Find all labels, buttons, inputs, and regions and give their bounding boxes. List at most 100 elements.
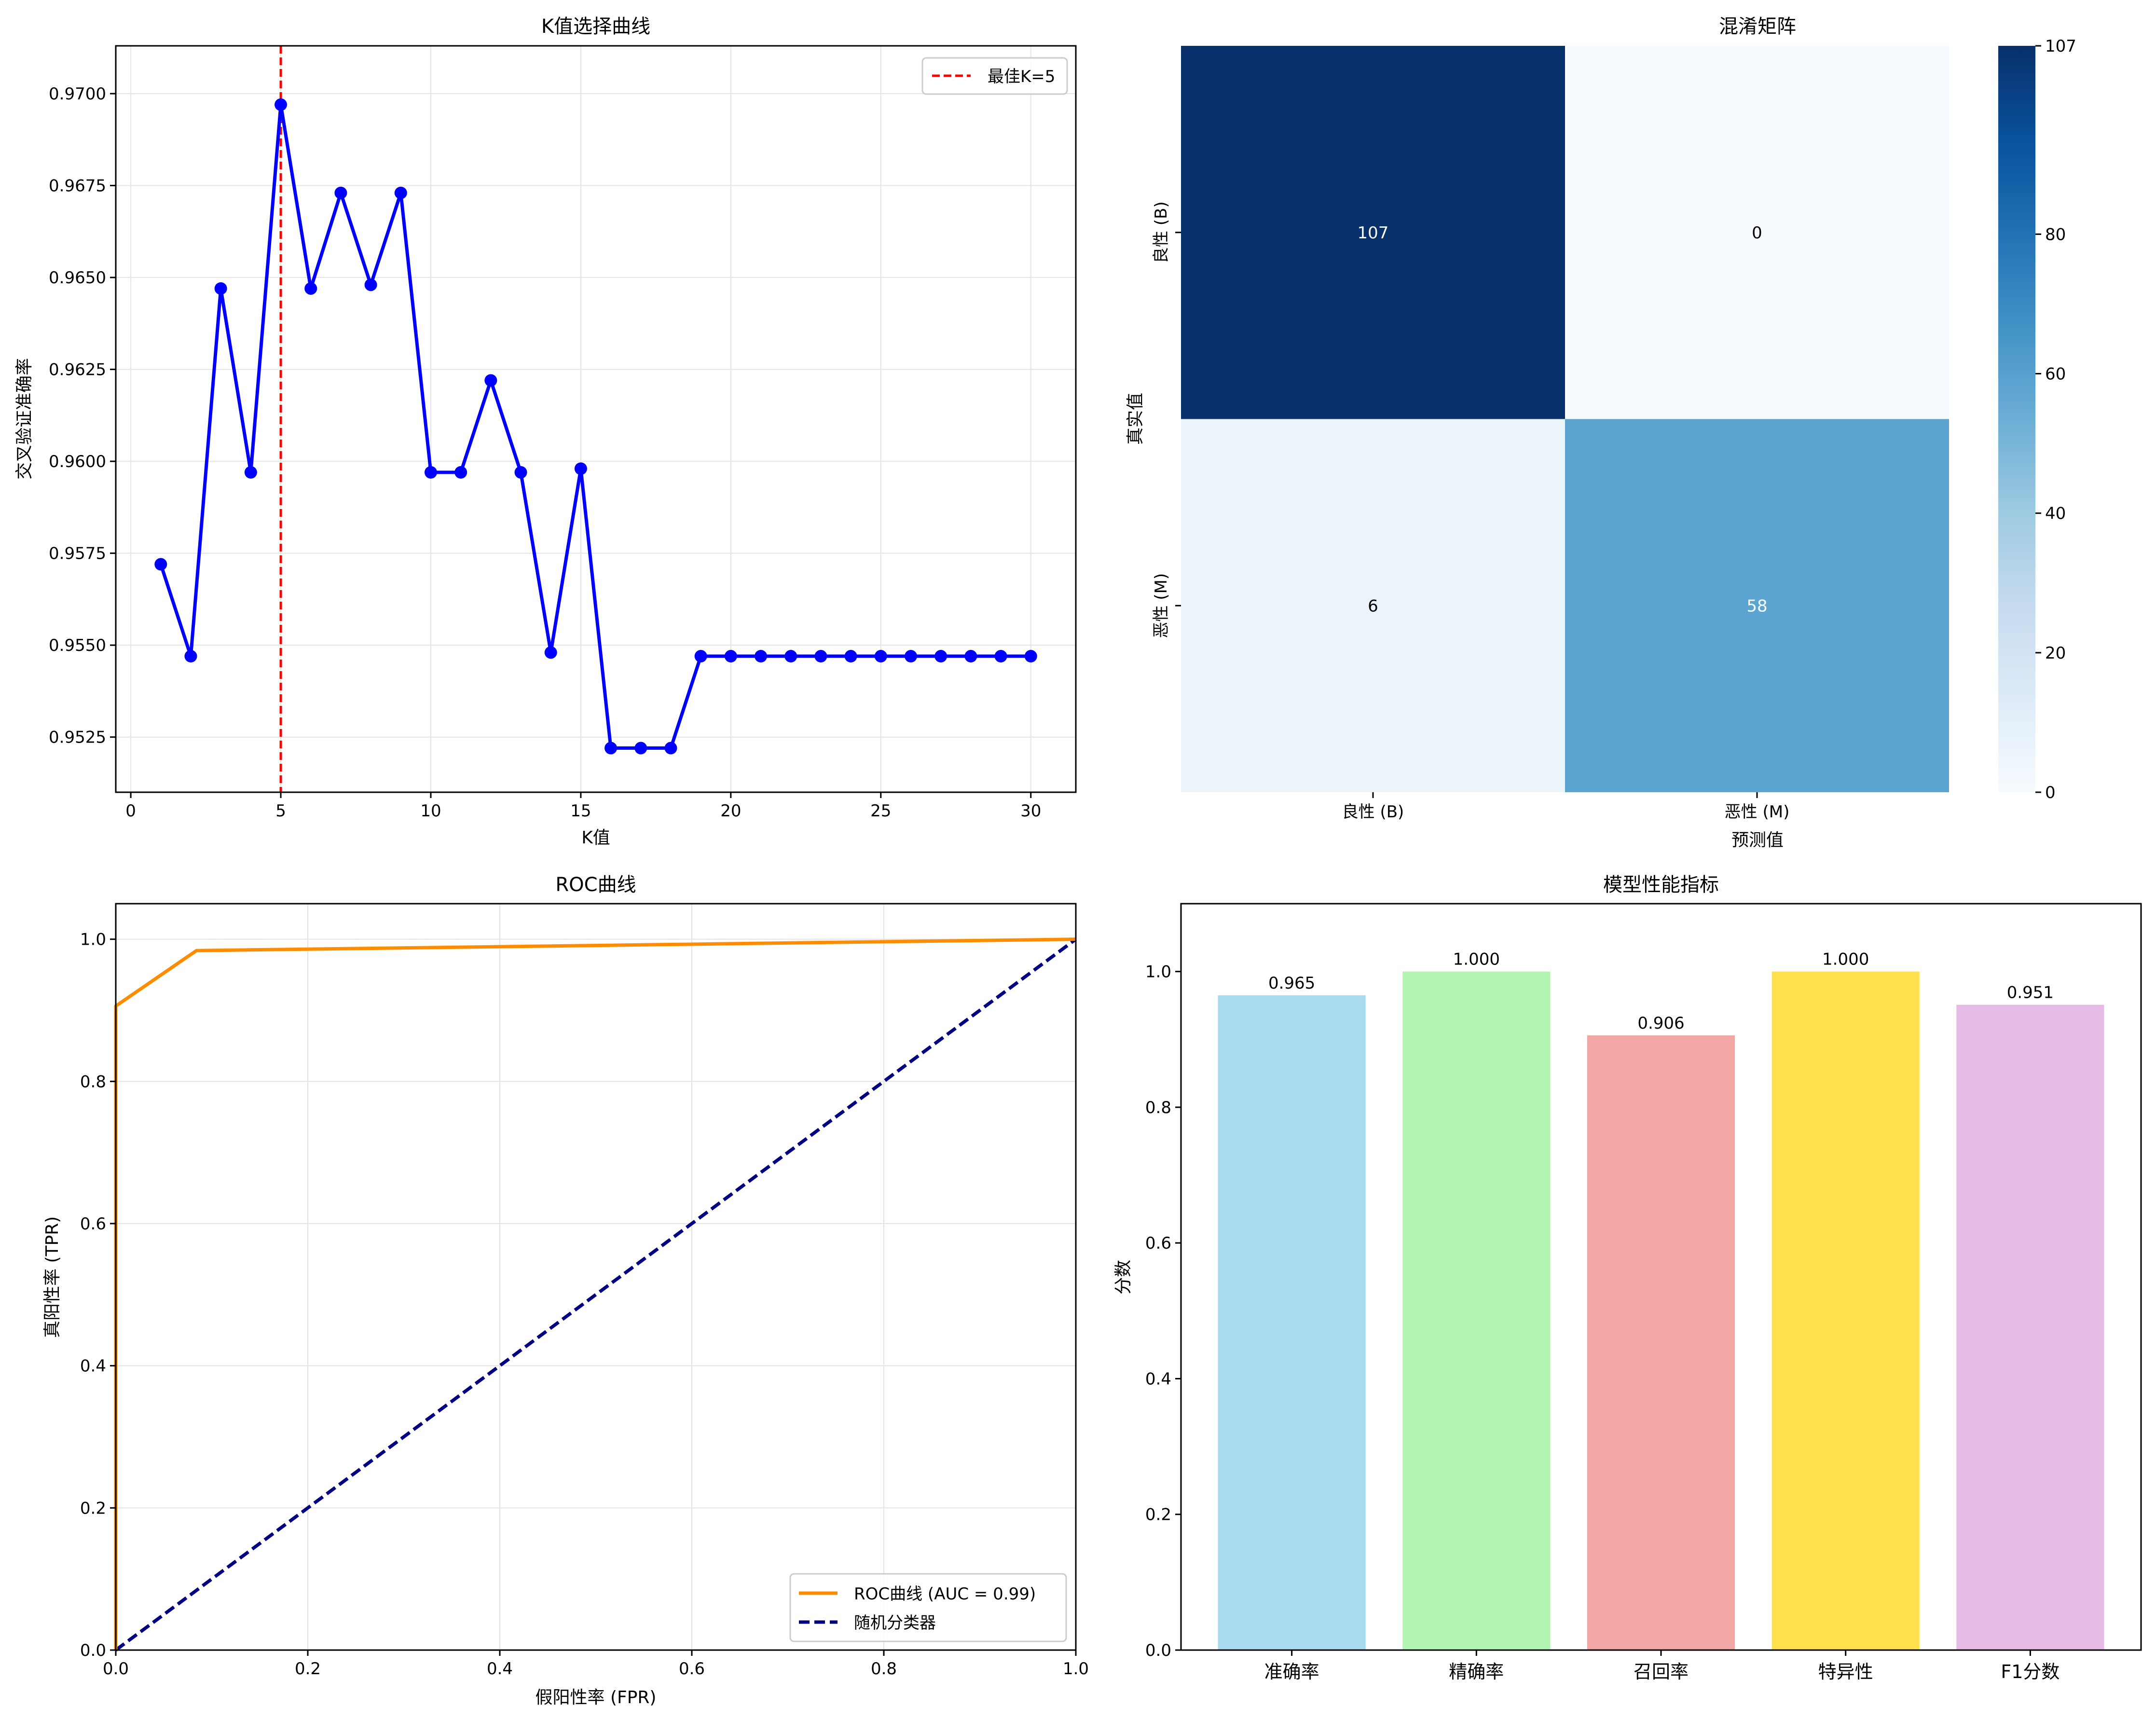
metrics-ylabel: 分数 xyxy=(1113,1260,1133,1294)
metric-value-label: 0.951 xyxy=(2007,983,2054,1003)
x-tick-label: 20 xyxy=(720,801,741,821)
accuracy-point xyxy=(514,466,527,479)
accuracy-point xyxy=(304,282,317,295)
y-tick-label: 0.2 xyxy=(80,1499,106,1518)
accuracy-point xyxy=(814,650,827,663)
k-selection-x-ticks: 0 5 10 15 20 25 30 xyxy=(125,792,1041,821)
metrics-y-ticks: 0.0 0.2 0.4 0.6 0.8 1.0 xyxy=(1145,963,1181,1660)
colorbar-ticks: 0 20 40 60 80 107 xyxy=(2035,37,2076,802)
k-selection-grid xyxy=(116,46,1076,792)
x-tick-label: 特异性 xyxy=(1818,1661,1873,1682)
y-tick-label: 0.9525 xyxy=(49,728,106,747)
x-tick-label: 0.4 xyxy=(487,1659,513,1679)
accuracy-point xyxy=(544,646,557,659)
x-tick-label: 5 xyxy=(275,801,286,821)
y-tick-label: 0.4 xyxy=(80,1357,106,1376)
y-tick-label: 0.9650 xyxy=(49,268,106,288)
matrix-cell xyxy=(1181,419,1565,792)
metric-bar xyxy=(1956,1005,2104,1650)
matrix-cell xyxy=(1181,46,1565,419)
x-tick-label: 恶性 (M) xyxy=(1725,802,1790,822)
legend-box xyxy=(789,1573,1067,1642)
y-tick-label: 0.6 xyxy=(1145,1234,1171,1253)
accuracy-point xyxy=(755,650,768,663)
metrics-x-ticks: 准确率 精确率 召回率 特异性 F1分数 xyxy=(1264,1650,2060,1682)
accuracy-point xyxy=(574,462,587,475)
colorbar-tick-label: 60 xyxy=(2045,365,2066,384)
legend-random-label: 随机分类器 xyxy=(854,1613,936,1633)
metric-bar xyxy=(1587,1035,1735,1650)
legend-box xyxy=(921,57,1068,95)
confusion-matrix-ylabel: 真实值 xyxy=(1126,393,1145,445)
matrix-cell-value: 0 xyxy=(1752,223,1762,243)
y-tick-label: 1.0 xyxy=(1145,963,1171,982)
accuracy-point xyxy=(694,650,707,663)
accuracy-point xyxy=(364,278,377,291)
roc-legend: ROC曲线 (AUC = 0.99) 随机分类器 xyxy=(789,1573,1067,1642)
roc-title: ROC曲线 xyxy=(555,874,636,896)
k-selection-ylabel: 交叉验证准确率 xyxy=(14,358,34,480)
accuracy-point xyxy=(394,186,407,199)
legend-best-k-label: 最佳K=5 xyxy=(988,67,1055,86)
x-tick-label: 10 xyxy=(420,801,441,821)
accuracy-point xyxy=(784,650,797,663)
matrix-cell-value: 58 xyxy=(1746,596,1767,616)
accuracy-point xyxy=(334,186,347,199)
y-tick-label: 0.6 xyxy=(80,1214,106,1234)
random-classifier-line xyxy=(114,937,1077,1652)
matrix-cell xyxy=(1565,419,1949,792)
colorbar-tick-label: 40 xyxy=(2045,504,2066,523)
accuracy-point xyxy=(604,742,618,755)
x-tick-label: 25 xyxy=(870,801,891,821)
x-tick-label: 0.8 xyxy=(871,1659,897,1679)
confusion-matrix-panel: 107 0 6 58 良性 (B) 恶性 (M) 良性 (B) 恶性 (M) 0 20 40 60… xyxy=(1126,15,2076,850)
k-selection-xlabel: K值 xyxy=(581,828,610,848)
colorbar-tick-label: 80 xyxy=(2045,225,2066,244)
roc-xlabel: 假阳性率 (FPR) xyxy=(536,1688,657,1707)
metric-bar xyxy=(1218,995,1366,1650)
accuracy-point xyxy=(454,466,467,479)
x-tick-label: 准确率 xyxy=(1264,1661,1319,1682)
k-selection-panel: 0 5 10 15 20 25 30 0.95250.95500.95750.96000.9… xyxy=(14,15,1077,848)
y-tick-label: 0.0 xyxy=(80,1641,106,1660)
y-tick-label: 1.0 xyxy=(80,930,106,950)
roc-axes-frame xyxy=(115,903,1077,1651)
x-tick-label: 15 xyxy=(570,801,591,821)
metrics-title: 模型性能指标 xyxy=(1603,874,1719,896)
roc-y-ticks: 0.0 0.2 0.4 0.6 0.8 1.0 xyxy=(80,930,116,1660)
metric-bar xyxy=(1402,971,1551,1650)
x-tick-label: 召回率 xyxy=(1634,1661,1689,1682)
roc-x-ticks: 0.0 0.2 0.4 0.6 0.8 1.0 xyxy=(103,1650,1089,1679)
x-tick-label: 1.0 xyxy=(1063,1659,1089,1679)
colorbar-tick-label: 0 xyxy=(2045,783,2056,802)
x-tick-label: 精确率 xyxy=(1449,1661,1504,1682)
colorbar-tick-label: 20 xyxy=(2045,644,2066,663)
accuracy-point xyxy=(844,650,857,663)
x-tick-label: 0.2 xyxy=(295,1659,321,1679)
k-selection-title: K值选择曲线 xyxy=(541,15,650,38)
x-tick-label: F1分数 xyxy=(2001,1661,2060,1682)
accuracy-point xyxy=(634,742,647,755)
accuracy-point xyxy=(424,466,437,479)
y-tick-label: 0.9575 xyxy=(49,544,106,564)
matrix-cell xyxy=(1565,46,1949,419)
y-tick-label: 0.9700 xyxy=(49,84,106,104)
metrics-panel: 0.965 1.000 0.906 1.000 0.951 准确率 精确率 召回率 特异性 F1… xyxy=(1113,874,2142,1682)
accuracy-point xyxy=(904,650,917,663)
metric-value-label: 1.000 xyxy=(1453,950,1500,969)
accuracy-point xyxy=(724,650,737,663)
metric-bar xyxy=(1771,971,1920,1650)
k-selection-legend: 最佳K=5 xyxy=(921,57,1068,95)
accuracy-point xyxy=(964,650,977,663)
accuracy-point xyxy=(934,650,948,663)
accuracy-point xyxy=(1024,650,1037,663)
x-tick-label: 0 xyxy=(125,801,136,821)
metric-value-label: 0.965 xyxy=(1268,974,1315,993)
accuracy-point xyxy=(484,374,497,387)
y-tick-label: 良性 (B) xyxy=(1152,201,1171,263)
accuracy-point xyxy=(214,282,227,295)
y-tick-label: 0.9625 xyxy=(49,360,106,380)
accuracy-point xyxy=(244,466,257,479)
y-tick-label: 0.4 xyxy=(1145,1369,1171,1389)
